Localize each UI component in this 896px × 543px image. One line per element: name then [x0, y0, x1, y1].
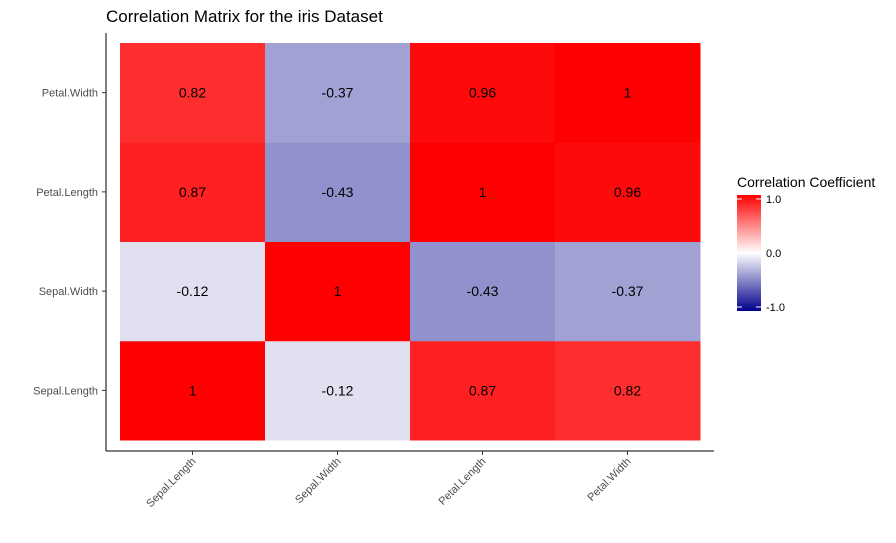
heatmap-cell [120, 43, 266, 143]
heatmap-cell [555, 340, 701, 441]
heatmap-cell [265, 241, 411, 342]
y-axis-ticks: Sepal.Length Sepal.Width Petal.Length Petal… [33, 88, 106, 397]
heatmap-cell [555, 241, 701, 342]
cell-value-label: 0.82 [614, 382, 641, 398]
cell-value-label: -0.12 [322, 382, 354, 398]
cell-value-label: 0.87 [179, 184, 206, 200]
cell-value-label: 0.96 [614, 184, 641, 200]
cell-value-label: -0.37 [612, 283, 644, 299]
cell-value-label: -0.37 [322, 85, 354, 101]
cell-value-label: 0.96 [469, 85, 496, 101]
x-tick-label: Petal.Width [585, 456, 633, 504]
cell-value-label: 0.87 [469, 382, 496, 398]
cell-value-label: 1 [334, 283, 342, 299]
heatmap-cell [410, 142, 556, 242]
x-tick-label: Petal.Length [436, 456, 488, 508]
heatmap-cell [265, 340, 411, 441]
cell-value-label: -0.43 [467, 283, 499, 299]
cell-value-label: -0.12 [177, 283, 209, 299]
x-axis-ticks: Sepal.Length Sepal.Width Petal.Length Petal… [144, 451, 634, 510]
y-tick-label: Petal.Width [42, 88, 98, 100]
x-tick-label: Sepal.Length [144, 456, 198, 510]
legend-tick-label: -1.0 [766, 302, 785, 314]
y-tick-label: Sepal.Width [39, 286, 98, 298]
y-tick-label: Sepal.Length [33, 385, 98, 397]
legend-ticks: 1.0 0.0 -1.0 [737, 194, 785, 314]
legend-tick-label: 1.0 [766, 194, 781, 206]
legend: Correlation Coefficient 1.0 0.0 -1.0 [737, 174, 875, 314]
x-tick-label: Sepal.Width [293, 456, 343, 506]
cell-value-label: 1 [624, 85, 632, 101]
heatmap-cell [120, 142, 266, 242]
cell-value-label: 1 [189, 382, 197, 398]
heatmap-cell [265, 142, 411, 242]
cell-value-label: -0.43 [322, 184, 354, 200]
cell-value-label: 1 [479, 184, 487, 200]
y-tick-label: Petal.Length [36, 187, 98, 199]
legend-tick-label: 0.0 [766, 248, 781, 260]
axes [105, 33, 714, 452]
heatmap-cell-labels: 1 -0.12 0.87 0.82 -0.12 1 -0.43 -0.37 0.87 -0.43 1… [177, 85, 644, 399]
heatmap-cell [120, 340, 266, 441]
heatmap-cell [555, 43, 701, 143]
legend-title: Correlation Coefficient [737, 174, 875, 190]
heatmap-cells [120, 43, 701, 441]
chart-title: Correlation Matrix for the iris Dataset [106, 7, 383, 26]
heatmap-cell [410, 340, 556, 441]
heatmap-cell [555, 142, 701, 242]
heatmap-cell [120, 241, 266, 342]
heatmap-cell [410, 241, 556, 342]
cell-value-label: 0.82 [179, 85, 206, 101]
heatmap-cell [265, 43, 411, 143]
heatmap-cell [410, 43, 556, 143]
